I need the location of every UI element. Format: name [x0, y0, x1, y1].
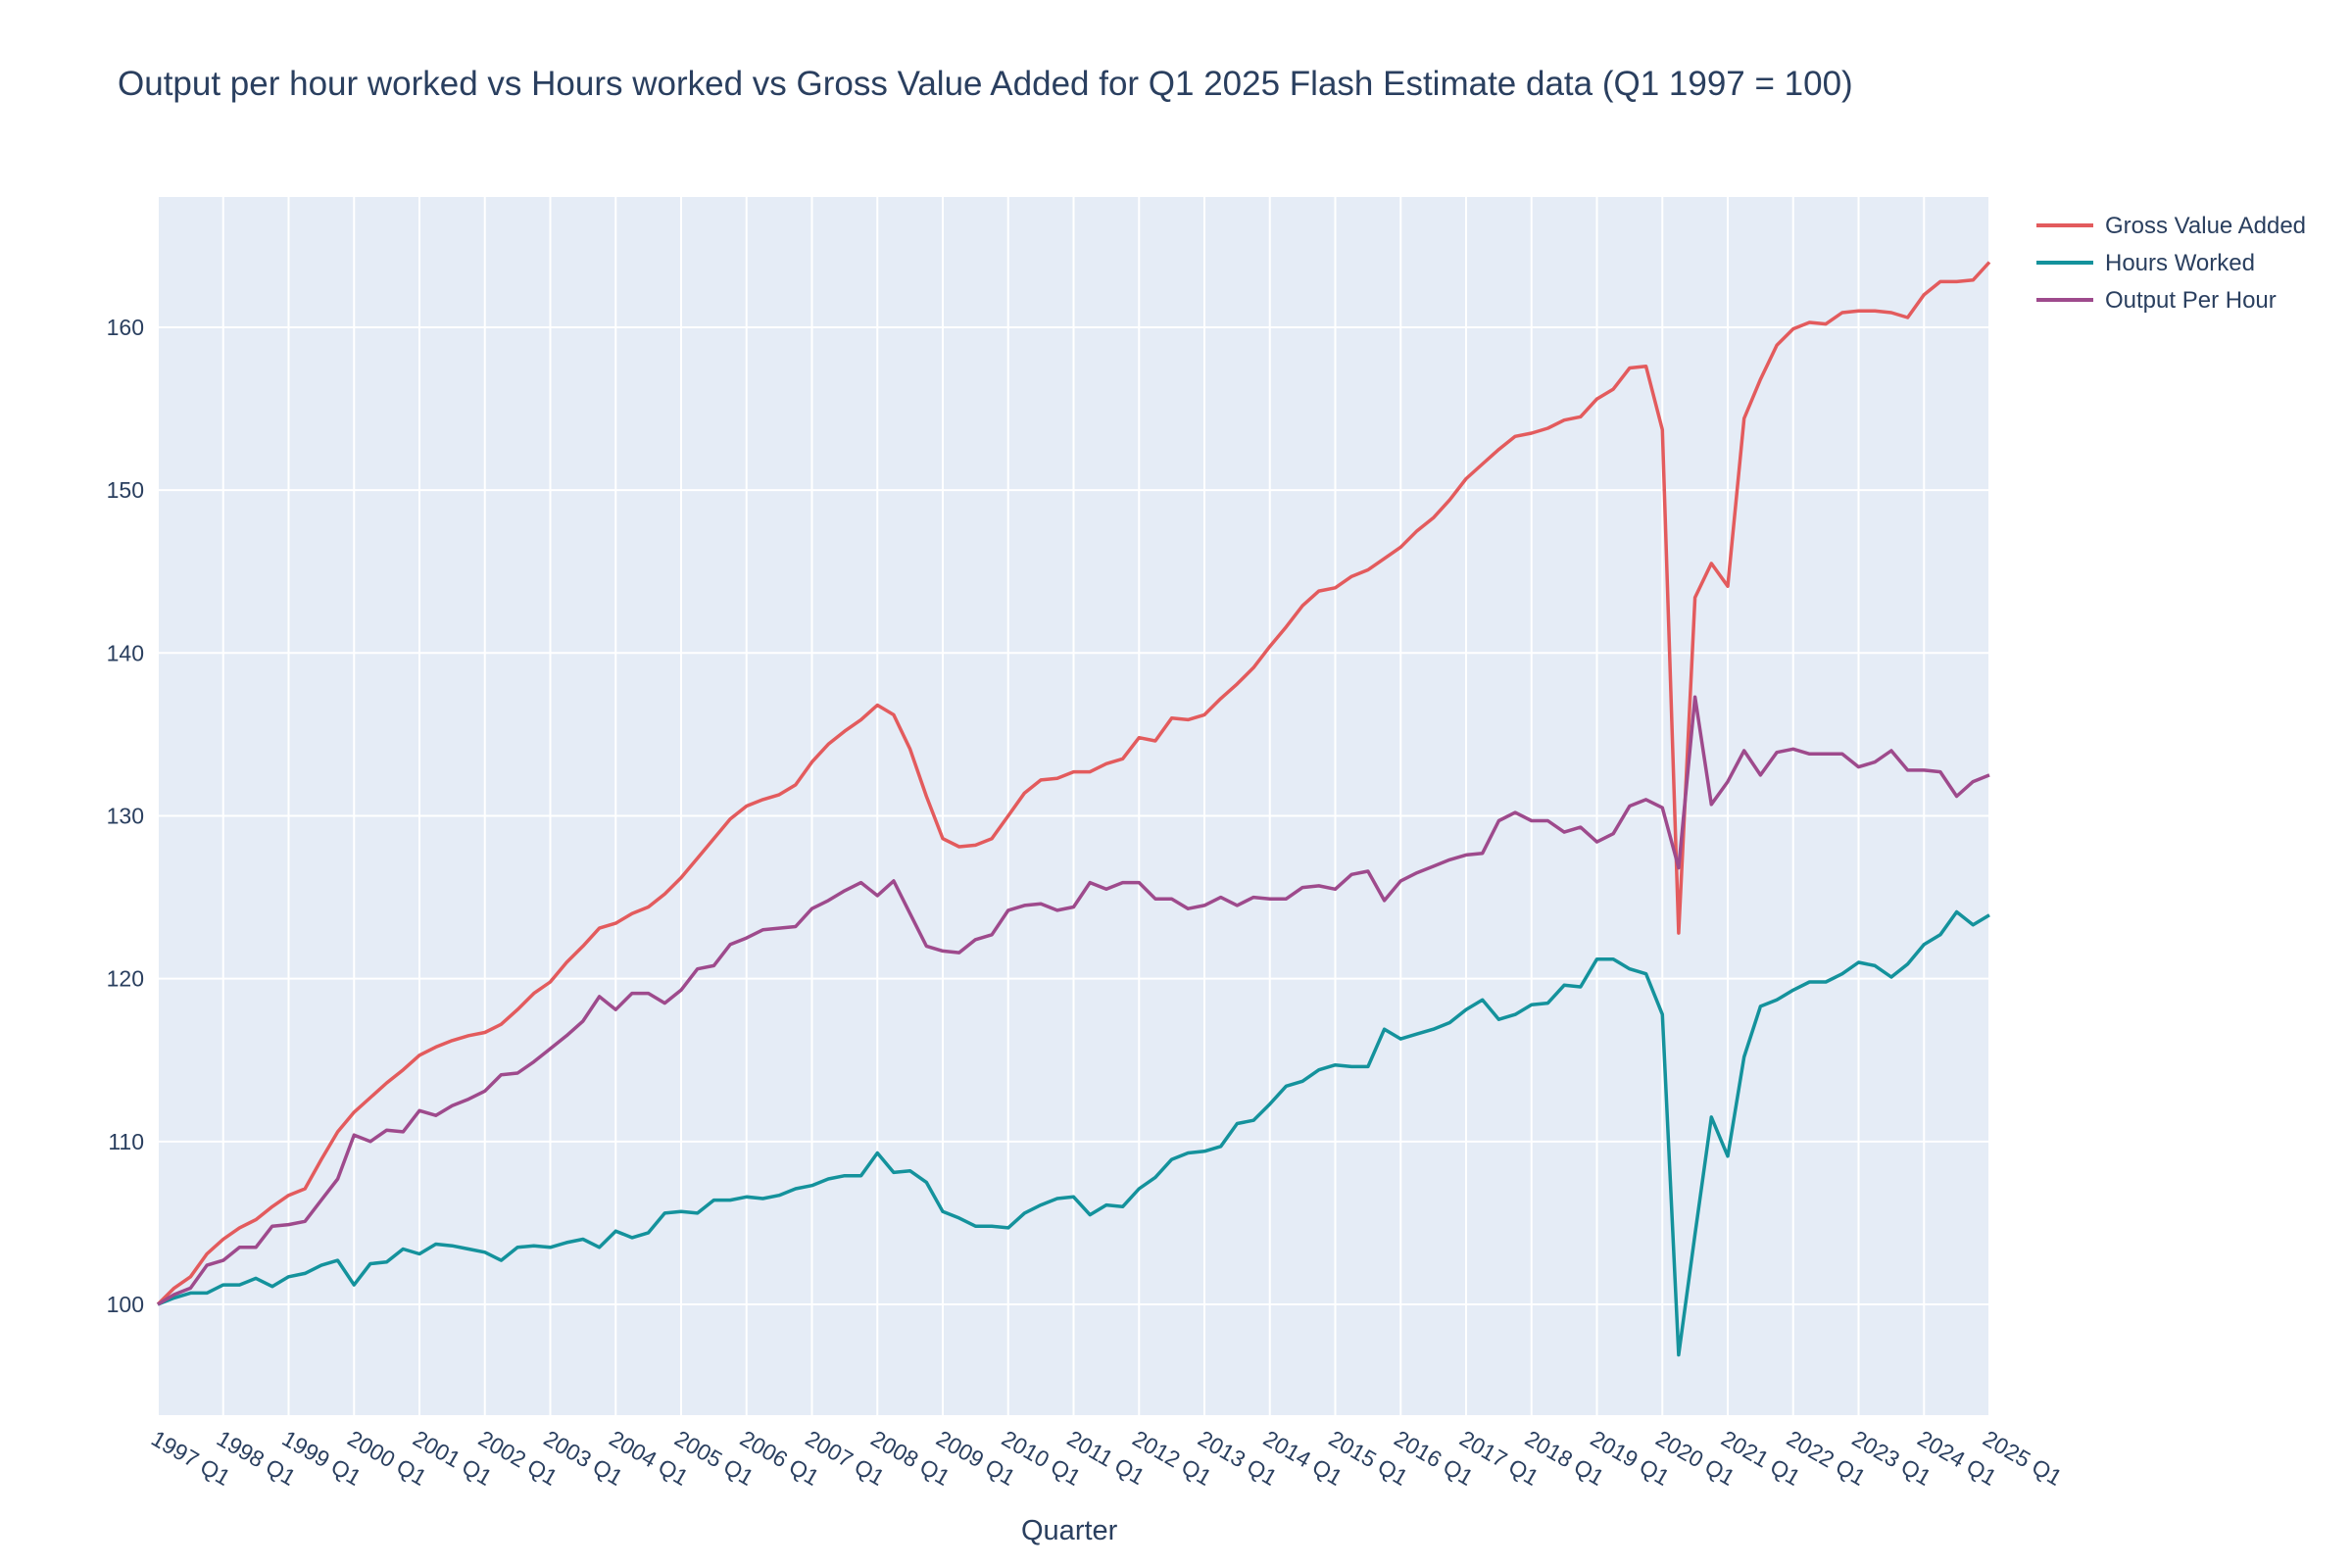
legend-label: Output Per Hour [2105, 287, 2277, 314]
chart-title: Output per hour worked vs Hours worked v… [118, 65, 1853, 103]
y-tick-label: 150 [107, 477, 144, 503]
y-tick-label: 100 [107, 1292, 144, 1317]
legend-label: Hours Worked [2105, 250, 2255, 276]
series-line-output-per-hour[interactable] [157, 695, 1990, 1306]
x-axis-title: Quarter [1021, 1515, 1118, 1546]
legend-item[interactable]: Output Per Hour [2036, 287, 2277, 314]
y-tick-label: 130 [107, 803, 144, 828]
series-line-hours-worked[interactable] [157, 909, 1990, 1357]
y-axis-tick-labels: 100 110 120 130 140 150 160 [107, 315, 144, 1317]
y-tick-label: 120 [107, 966, 144, 992]
y-tick-label: 140 [107, 640, 144, 665]
legend-item[interactable]: Gross Value Added [2036, 213, 2306, 239]
series-lines [156, 261, 1991, 1357]
y-tick-label: 160 [107, 315, 144, 340]
legend-label: Gross Value Added [2105, 213, 2306, 239]
y-tick-label: 110 [108, 1129, 144, 1154]
legend-item[interactable]: Hours Worked [2036, 250, 2255, 276]
legend[interactable]: Gross Value Added Hours Worked Output Per … [2036, 213, 2306, 314]
